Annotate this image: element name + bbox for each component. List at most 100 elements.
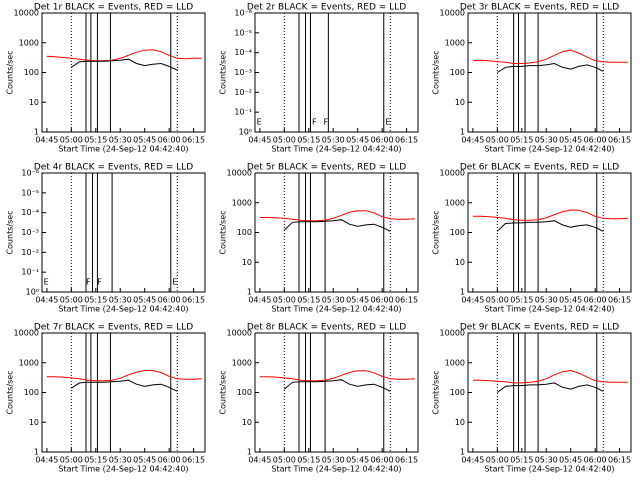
x-tick-label: 06:00 xyxy=(158,296,181,305)
y-tick-label: 1 xyxy=(460,128,465,137)
x-tick-label: 05:00 xyxy=(486,136,509,145)
x-tick-label: 05:45 xyxy=(559,296,582,305)
x-tick-label: 05:00 xyxy=(60,136,83,145)
y-tick-label: 1000 xyxy=(232,198,252,207)
series-line xyxy=(46,49,202,62)
y-tick-label: 100 xyxy=(450,68,465,77)
x-tick-label: 04:45 xyxy=(35,136,58,145)
x-tick-label: 05:15 xyxy=(84,456,107,465)
y-tick-label: 10⁰ xyxy=(26,288,39,297)
x-axis-label: Start Time (24-Sep-12 04:42:40) xyxy=(271,145,401,154)
x-tick-label: 06:15 xyxy=(182,456,205,465)
y-axis-label: Counts/sec xyxy=(6,370,15,414)
y-tick-label: 1000 xyxy=(19,358,39,367)
y-tick-label: 10 xyxy=(455,418,465,427)
y-tick-label: 10000 xyxy=(440,329,465,338)
x-tick-label: 05:45 xyxy=(559,456,582,465)
x-tick-label: 05:15 xyxy=(510,296,533,305)
y-tick-label: 1000 xyxy=(445,38,465,47)
y-tick-label: 100 xyxy=(450,388,465,397)
x-tick-label: 04:45 xyxy=(248,456,271,465)
x-tick-label: 06:15 xyxy=(395,296,418,305)
annotation: E xyxy=(172,278,177,287)
annotation: F xyxy=(312,118,317,127)
x-axis-label: Start Time (24-Sep-12 04:42:40) xyxy=(484,305,614,314)
x-tick-label: 05:15 xyxy=(84,296,107,305)
x-tick-label: 04:45 xyxy=(461,456,484,465)
x-axis-label: Start Time (24-Sep-12 04:42:40) xyxy=(58,305,188,314)
y-tick-label: 10 xyxy=(242,258,252,267)
y-tick-label: 10⁻² xyxy=(234,88,252,97)
annotation: F xyxy=(86,278,91,287)
plot-frame xyxy=(467,332,632,453)
y-tick-label: 1 xyxy=(34,448,39,457)
x-tick-label: 05:45 xyxy=(559,136,582,145)
panel-title: Det 7r BLACK = Events, RED = LLD xyxy=(34,323,193,333)
x-tick-label: 05:30 xyxy=(109,456,132,465)
y-axis-label: Counts/sec xyxy=(432,210,441,254)
series-line xyxy=(472,209,628,221)
series-line xyxy=(497,62,604,73)
x-tick-label: 05:00 xyxy=(60,296,83,305)
series-line xyxy=(71,379,178,392)
x-tick-label: 05:15 xyxy=(297,296,320,305)
x-tick-label: 06:00 xyxy=(371,296,394,305)
x-tick-label: 04:45 xyxy=(35,296,58,305)
panel-title: Det 4r BLACK = Events, RED = LLD xyxy=(34,163,193,173)
x-tick-label: 06:15 xyxy=(608,456,631,465)
y-tick-label: 1 xyxy=(247,288,252,297)
x-tick-label: 05:45 xyxy=(133,136,156,145)
x-tick-label: 05:00 xyxy=(486,456,509,465)
x-tick-label: 05:30 xyxy=(535,136,558,145)
panel-title: Det 3r BLACK = Events, RED = LLD xyxy=(460,3,619,13)
y-axis-label: Counts/sec xyxy=(219,50,228,94)
series-line xyxy=(283,379,391,392)
panel: Det 9r BLACK = Events, RED = LLD Start Ti… xyxy=(432,323,632,474)
y-tick-label: 1000 xyxy=(445,358,465,367)
x-axis-label: Start Time (24-Sep-12 04:42:40) xyxy=(58,465,188,474)
y-axis-label: Counts/sec xyxy=(219,370,228,414)
x-tick-label: 06:15 xyxy=(395,456,418,465)
panel: Det 2r BLACK = Events, RED = LLD Start Ti… xyxy=(219,3,419,154)
x-tick-label: 05:00 xyxy=(486,296,509,305)
x-axis-label: Start Time (24-Sep-12 04:42:40) xyxy=(484,145,614,154)
y-tick-label: 1000 xyxy=(232,358,252,367)
y-axis-label: Counts/sec xyxy=(219,210,228,254)
y-tick-label: 1000 xyxy=(19,38,39,47)
x-tick-label: 05:30 xyxy=(109,296,132,305)
x-tick-label: 05:15 xyxy=(297,136,320,145)
x-tick-label: 06:00 xyxy=(158,456,181,465)
y-tick-label: 10⁻⁴ xyxy=(21,208,39,217)
series-line xyxy=(259,370,415,382)
y-tick-label: 10000 xyxy=(440,9,465,18)
series-line xyxy=(472,369,628,384)
series-line xyxy=(71,58,178,71)
series-line xyxy=(283,219,391,232)
annotation: E xyxy=(385,118,390,127)
x-tick-label: 05:15 xyxy=(297,456,320,465)
y-tick-label: 10 xyxy=(455,98,465,107)
y-axis-label: Counts/sec xyxy=(432,370,441,414)
x-tick-label: 06:15 xyxy=(182,296,205,305)
x-tick-label: 06:15 xyxy=(395,136,418,145)
y-tick-label: 10 xyxy=(29,98,39,107)
plot-frame xyxy=(41,332,206,453)
y-tick-label: 10⁻⁵ xyxy=(21,188,39,197)
series-line xyxy=(472,49,628,64)
x-tick-label: 05:45 xyxy=(346,296,369,305)
x-tick-label: 06:00 xyxy=(584,296,607,305)
y-tick-label: 10⁻³ xyxy=(234,68,252,77)
panel: Det 8r BLACK = Events, RED = LLD Start Ti… xyxy=(219,323,419,474)
x-tick-label: 06:00 xyxy=(158,136,181,145)
x-tick-label: 05:30 xyxy=(322,296,345,305)
y-tick-label: 100 xyxy=(450,228,465,237)
y-tick-label: 10⁻¹ xyxy=(234,108,252,117)
y-tick-label: 100 xyxy=(237,388,252,397)
x-tick-label: 05:30 xyxy=(322,136,345,145)
y-tick-label: 10⁰ xyxy=(239,128,252,137)
y-tick-label: 10000 xyxy=(440,169,465,178)
plot-frame xyxy=(41,12,206,133)
x-tick-label: 05:00 xyxy=(60,456,83,465)
x-axis-label: Start Time (24-Sep-12 04:42:40) xyxy=(271,305,401,314)
y-tick-label: 10 xyxy=(455,258,465,267)
